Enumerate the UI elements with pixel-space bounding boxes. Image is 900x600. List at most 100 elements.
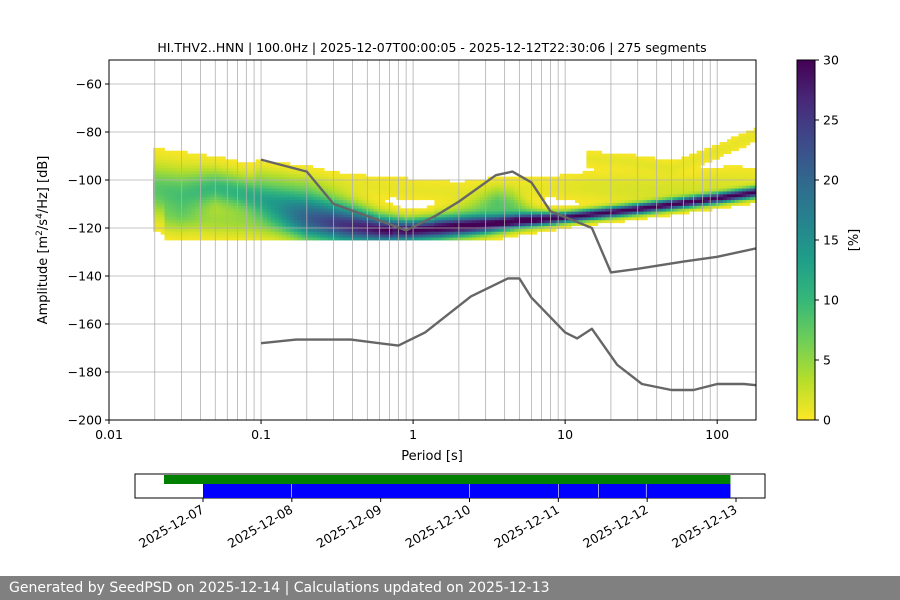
heat-cell xyxy=(312,216,317,221)
heat-cell xyxy=(582,188,587,192)
heat-cell xyxy=(270,165,276,169)
heat-cell xyxy=(297,191,302,195)
heat-cell xyxy=(464,202,469,206)
heat-cell xyxy=(164,237,169,241)
heat-cell xyxy=(297,211,302,215)
heat-cell xyxy=(240,196,245,201)
heat-cell xyxy=(213,156,219,160)
heat-cell xyxy=(187,205,192,209)
heat-cell xyxy=(362,208,367,212)
heat-cell xyxy=(388,237,393,241)
heat-cell xyxy=(160,219,165,224)
heat-cell xyxy=(430,182,435,186)
heat-cell xyxy=(487,191,492,195)
heat-cell xyxy=(723,188,728,192)
heat-cell xyxy=(236,188,241,192)
heat-cell xyxy=(677,202,682,206)
heat-cell xyxy=(373,193,378,198)
heat-cell xyxy=(666,173,671,178)
heat-cell xyxy=(217,225,222,229)
heat-cell xyxy=(339,208,344,212)
heat-cell xyxy=(666,211,671,215)
heat-cell xyxy=(168,168,173,172)
heat-cell xyxy=(685,173,690,178)
heat-cell xyxy=(362,237,367,241)
heat-cell xyxy=(324,216,329,221)
heat-cell xyxy=(267,179,272,183)
heat-cell xyxy=(666,208,671,212)
heat-cell xyxy=(267,225,272,229)
heat-cell xyxy=(472,185,477,189)
heat-cell xyxy=(156,173,162,178)
heat-cell xyxy=(742,173,747,178)
heat-cell xyxy=(168,202,173,206)
heat-cell xyxy=(609,191,614,195)
heat-cell xyxy=(388,193,393,198)
y-tick-label: −100 xyxy=(68,173,102,188)
heat-cell xyxy=(704,150,709,154)
heat-cell xyxy=(339,179,344,183)
heat-cell xyxy=(658,199,663,203)
heat-cell xyxy=(506,185,511,189)
heat-cell xyxy=(194,162,200,166)
heat-cell xyxy=(369,191,374,195)
heat-cell xyxy=(369,208,374,212)
heat-cell xyxy=(358,228,363,232)
heat-cell xyxy=(183,182,188,186)
heat-cell xyxy=(312,168,317,172)
heat-cell xyxy=(286,222,291,226)
heat-cell xyxy=(491,191,496,195)
heat-cell xyxy=(518,185,523,189)
heat-cell xyxy=(206,237,211,241)
heat-cell xyxy=(263,228,268,232)
heat-cell xyxy=(194,225,200,229)
heat-cell xyxy=(343,208,348,212)
heat-cell xyxy=(734,170,739,175)
heat-cell xyxy=(373,211,378,215)
heat-cell xyxy=(719,182,724,186)
heat-cell xyxy=(647,159,652,163)
heat-cell xyxy=(164,176,169,180)
heat-cell xyxy=(670,159,675,163)
heat-cell xyxy=(487,237,492,241)
heat-cell xyxy=(274,219,279,224)
heat-cell xyxy=(692,156,698,160)
heat-cell xyxy=(343,216,348,221)
heat-cell xyxy=(373,199,378,203)
heat-cell xyxy=(175,216,181,221)
heat-cell xyxy=(168,188,173,192)
heat-cell xyxy=(540,188,546,192)
heat-cell xyxy=(335,173,340,178)
heat-cell xyxy=(358,182,363,186)
heat-cell xyxy=(282,173,287,178)
heat-cell xyxy=(727,205,732,209)
heat-cell xyxy=(438,188,443,192)
heat-cell xyxy=(164,199,169,203)
heat-cell xyxy=(172,219,177,224)
colorbar-tick-label: 20 xyxy=(823,173,839,188)
heat-cell xyxy=(388,188,393,192)
heat-cell xyxy=(320,225,325,229)
heat-cell xyxy=(160,202,165,206)
heat-cell xyxy=(753,182,756,186)
heat-cell xyxy=(320,185,325,189)
heat-cell xyxy=(217,179,222,183)
heat-cell xyxy=(499,228,504,232)
heat-cell xyxy=(236,234,241,238)
heat-cell xyxy=(343,185,348,189)
heat-cell xyxy=(552,191,557,195)
heat-cell xyxy=(293,216,298,221)
heat-cell xyxy=(289,228,295,232)
heat-cell xyxy=(567,225,572,229)
heat-cell xyxy=(540,202,546,206)
heat-cell xyxy=(316,173,321,178)
heat-cell xyxy=(297,237,302,241)
heat-cell xyxy=(518,199,523,203)
heat-cell xyxy=(609,219,614,224)
heat-cell xyxy=(689,159,694,163)
heat-cell xyxy=(270,185,276,189)
heat-cell xyxy=(711,156,717,160)
heat-cell xyxy=(525,202,530,206)
heat-cell xyxy=(263,182,268,186)
heat-cell xyxy=(575,214,580,218)
